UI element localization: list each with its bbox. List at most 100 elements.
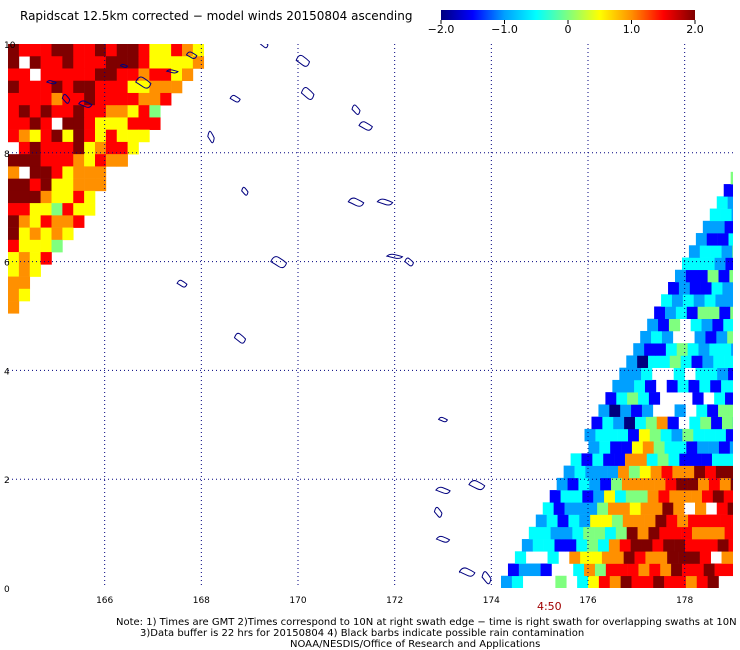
swath-cell bbox=[689, 416, 701, 430]
swath-cell bbox=[694, 465, 706, 479]
swath-cell bbox=[554, 539, 566, 552]
swath-cell bbox=[674, 404, 686, 417]
swath-cell bbox=[95, 80, 107, 94]
swath-cell bbox=[638, 563, 650, 577]
swath-cell bbox=[612, 551, 624, 564]
swath-cell bbox=[116, 56, 128, 69]
swath-cell bbox=[18, 239, 31, 253]
swath-cell bbox=[667, 551, 679, 564]
swath-cell bbox=[682, 428, 694, 442]
swath-cell bbox=[669, 355, 681, 368]
swath-cell bbox=[95, 141, 107, 155]
swath-cell bbox=[708, 306, 720, 320]
swath-cell bbox=[40, 190, 52, 204]
swath-cell bbox=[732, 245, 733, 258]
swath-cell bbox=[634, 379, 646, 393]
swath-cell bbox=[171, 68, 183, 82]
swath-cell bbox=[62, 44, 74, 57]
swath-cell bbox=[642, 441, 654, 454]
swath-cell bbox=[664, 575, 676, 588]
swath-cell bbox=[705, 330, 717, 344]
swath-cell bbox=[105, 141, 118, 155]
swath-cell bbox=[29, 239, 41, 253]
swath-cell bbox=[649, 563, 661, 577]
colorbar-tick-label: −2.0 bbox=[428, 23, 455, 36]
swath-cell bbox=[62, 117, 74, 130]
swath-cell bbox=[719, 306, 731, 320]
swath-cell bbox=[8, 288, 20, 302]
island-outline bbox=[229, 94, 241, 103]
island-outline bbox=[233, 332, 247, 344]
swath-cell bbox=[721, 245, 733, 258]
swath-right-cells bbox=[501, 171, 733, 588]
swath-cell bbox=[51, 141, 63, 155]
swath-cell bbox=[40, 154, 52, 167]
swath-cell bbox=[623, 551, 635, 564]
swath-cell bbox=[644, 379, 657, 393]
island-outline bbox=[207, 130, 215, 144]
swath-cell bbox=[590, 514, 602, 528]
swath-cell bbox=[40, 56, 52, 69]
swath-cell bbox=[40, 80, 52, 94]
swath-cell bbox=[51, 68, 63, 82]
swath-cell bbox=[555, 575, 567, 588]
island-outline bbox=[468, 480, 486, 491]
swath-cell bbox=[84, 190, 96, 204]
swath-cell bbox=[714, 392, 726, 405]
island-outline bbox=[259, 44, 269, 49]
swath-cell bbox=[84, 203, 96, 216]
latitude-labels: 0 2 4 6 8 10 bbox=[4, 41, 16, 595]
swath-cell bbox=[726, 465, 733, 479]
swath-cell bbox=[713, 526, 725, 540]
swath-cell bbox=[701, 490, 714, 503]
swath-cell bbox=[580, 551, 592, 564]
swath-cell bbox=[95, 56, 107, 69]
swath-cell bbox=[192, 44, 205, 57]
swath-cell bbox=[84, 154, 96, 167]
swath-cell bbox=[95, 178, 107, 192]
swath-cell bbox=[673, 367, 685, 381]
swath-cell bbox=[149, 44, 161, 57]
swath-cell bbox=[84, 141, 96, 155]
swath-cell bbox=[620, 575, 632, 588]
swath-cell bbox=[725, 428, 733, 442]
swath-cell bbox=[636, 490, 648, 503]
swath-cell bbox=[8, 215, 20, 228]
swath-cell bbox=[713, 220, 725, 234]
swath-time-label: 4:50 bbox=[537, 600, 562, 613]
swath-cell bbox=[573, 563, 585, 577]
swath-cell bbox=[695, 502, 707, 515]
swath-cell bbox=[507, 563, 520, 577]
swath-cell bbox=[688, 245, 701, 258]
swath-cell bbox=[568, 514, 580, 528]
swath-cell bbox=[601, 551, 614, 564]
swath-cell bbox=[669, 490, 681, 503]
swath-cell bbox=[586, 502, 598, 515]
swath-cell bbox=[18, 288, 31, 302]
swath-cell bbox=[105, 105, 118, 118]
swath-cell bbox=[584, 428, 596, 442]
swath-cell bbox=[695, 539, 708, 552]
swath-cell bbox=[661, 330, 674, 344]
swath-cell bbox=[105, 68, 118, 82]
swath-cell bbox=[722, 282, 733, 295]
swath-cell bbox=[149, 56, 161, 69]
swath-cell bbox=[717, 539, 729, 552]
swath-cell bbox=[18, 80, 31, 94]
swath-cell bbox=[727, 502, 733, 515]
swath-cell bbox=[604, 526, 617, 540]
swath-cell bbox=[73, 68, 85, 82]
swath-cell bbox=[62, 178, 74, 192]
island-outline bbox=[435, 486, 451, 494]
swath-cell bbox=[127, 56, 139, 69]
swath-cell bbox=[651, 502, 663, 515]
swath-cell bbox=[704, 294, 716, 307]
swath-cell bbox=[535, 514, 547, 528]
longitude-label: 170 bbox=[289, 596, 306, 606]
swath-cell bbox=[619, 539, 631, 552]
note-line-1: Note: 1) Times are GMT 2)Times correspon… bbox=[116, 617, 737, 628]
swath-cell bbox=[8, 166, 20, 179]
swath-cell bbox=[666, 379, 678, 393]
swath-cell bbox=[612, 379, 624, 393]
swath-left-cells bbox=[8, 44, 205, 314]
